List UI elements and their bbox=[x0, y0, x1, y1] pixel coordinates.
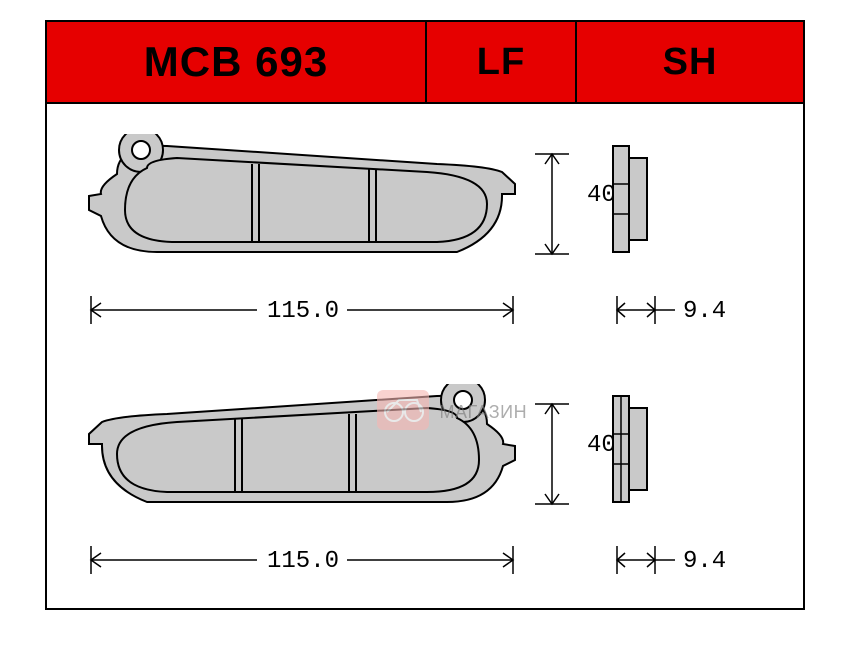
brake-pad-top bbox=[87, 134, 517, 264]
dim-thick-bottom-label: 9.4 bbox=[683, 548, 726, 575]
code-lf: LF bbox=[427, 22, 577, 102]
diagram-body: 40.1 115.0 9. bbox=[47, 104, 803, 608]
side-view-top bbox=[611, 144, 657, 254]
pad-top-group: 40.1 bbox=[87, 134, 727, 269]
dim-width-bottom-label: 115.0 bbox=[267, 548, 339, 575]
part-number: MCB 693 bbox=[47, 22, 427, 102]
code-sh: SH bbox=[577, 22, 803, 102]
dim-height-top bbox=[527, 144, 577, 264]
header-bar: MCB 693 LF SH bbox=[47, 22, 803, 104]
pad-bottom-group: 40.1 bbox=[87, 384, 727, 519]
dim-height-bottom bbox=[527, 394, 577, 514]
side-view-bottom bbox=[611, 394, 657, 504]
diagram-frame: MCB 693 LF SH bbox=[45, 20, 805, 610]
dim-width-top-label: 115.0 bbox=[267, 298, 339, 325]
brake-pad-bottom bbox=[87, 384, 517, 514]
dim-thick-top-label: 9.4 bbox=[683, 298, 726, 325]
